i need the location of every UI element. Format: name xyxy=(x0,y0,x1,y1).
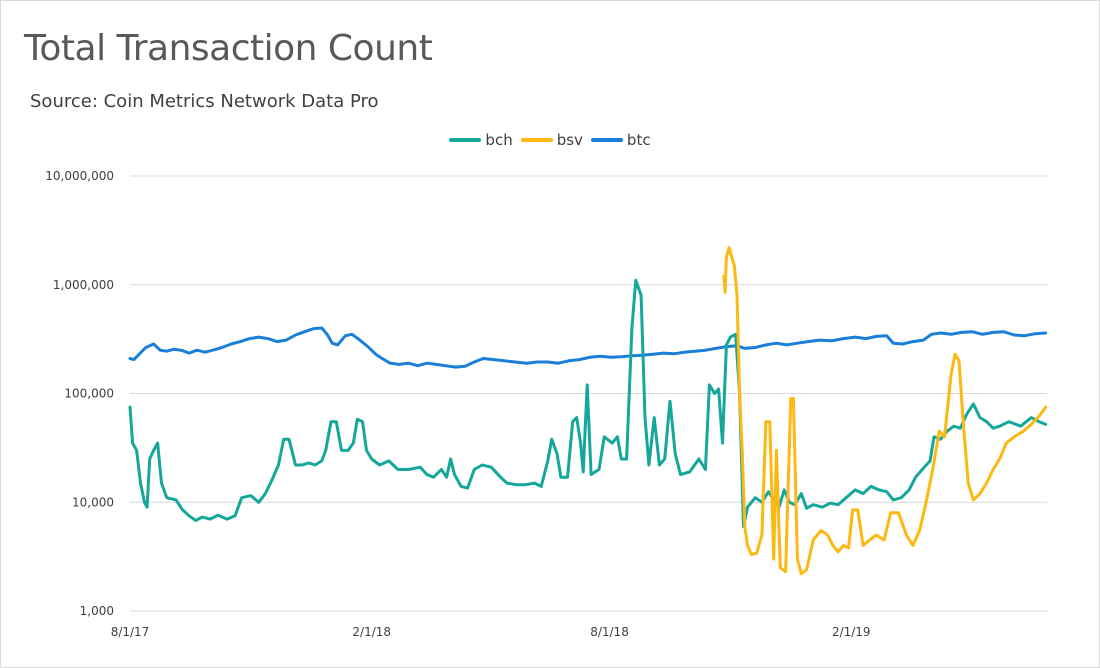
legend-swatch-bsv xyxy=(520,138,553,142)
chart-subtitle: Source: Coin Metrics Network Data Pro xyxy=(30,91,379,112)
x-tick-label: 8/1/17 xyxy=(111,625,150,639)
y-tick-label: 10,000 xyxy=(72,495,114,509)
x-tick-label: 2/1/19 xyxy=(832,625,871,639)
legend-swatch-bch xyxy=(449,138,482,142)
y-tick-label: 100,000 xyxy=(64,387,114,401)
x-tick-label: 8/1/18 xyxy=(590,625,629,639)
y-tick-label: 1,000,000 xyxy=(53,278,114,292)
legend-label-bsv: bsv xyxy=(556,131,583,149)
x-tick-label: 2/1/18 xyxy=(352,625,391,639)
legend-item-bch[interactable]: bch xyxy=(449,131,513,149)
y-tick-label: 10,000,000 xyxy=(45,169,114,183)
legend-item-btc[interactable]: btc xyxy=(590,131,651,149)
y-tick-label: 1,000 xyxy=(80,604,114,618)
legend-swatch-btc xyxy=(590,138,623,142)
series-line-bch[interactable] xyxy=(128,278,1048,528)
legend: bch bsv btc xyxy=(0,131,1100,149)
series-line-btc[interactable] xyxy=(128,326,1048,369)
legend-item-bsv[interactable]: bsv xyxy=(520,131,583,149)
legend-label-bch: bch xyxy=(485,131,513,149)
series-line-bsv[interactable] xyxy=(722,246,1048,576)
chart-title: Total Transaction Count xyxy=(24,28,433,69)
legend-label-btc: btc xyxy=(626,131,651,149)
